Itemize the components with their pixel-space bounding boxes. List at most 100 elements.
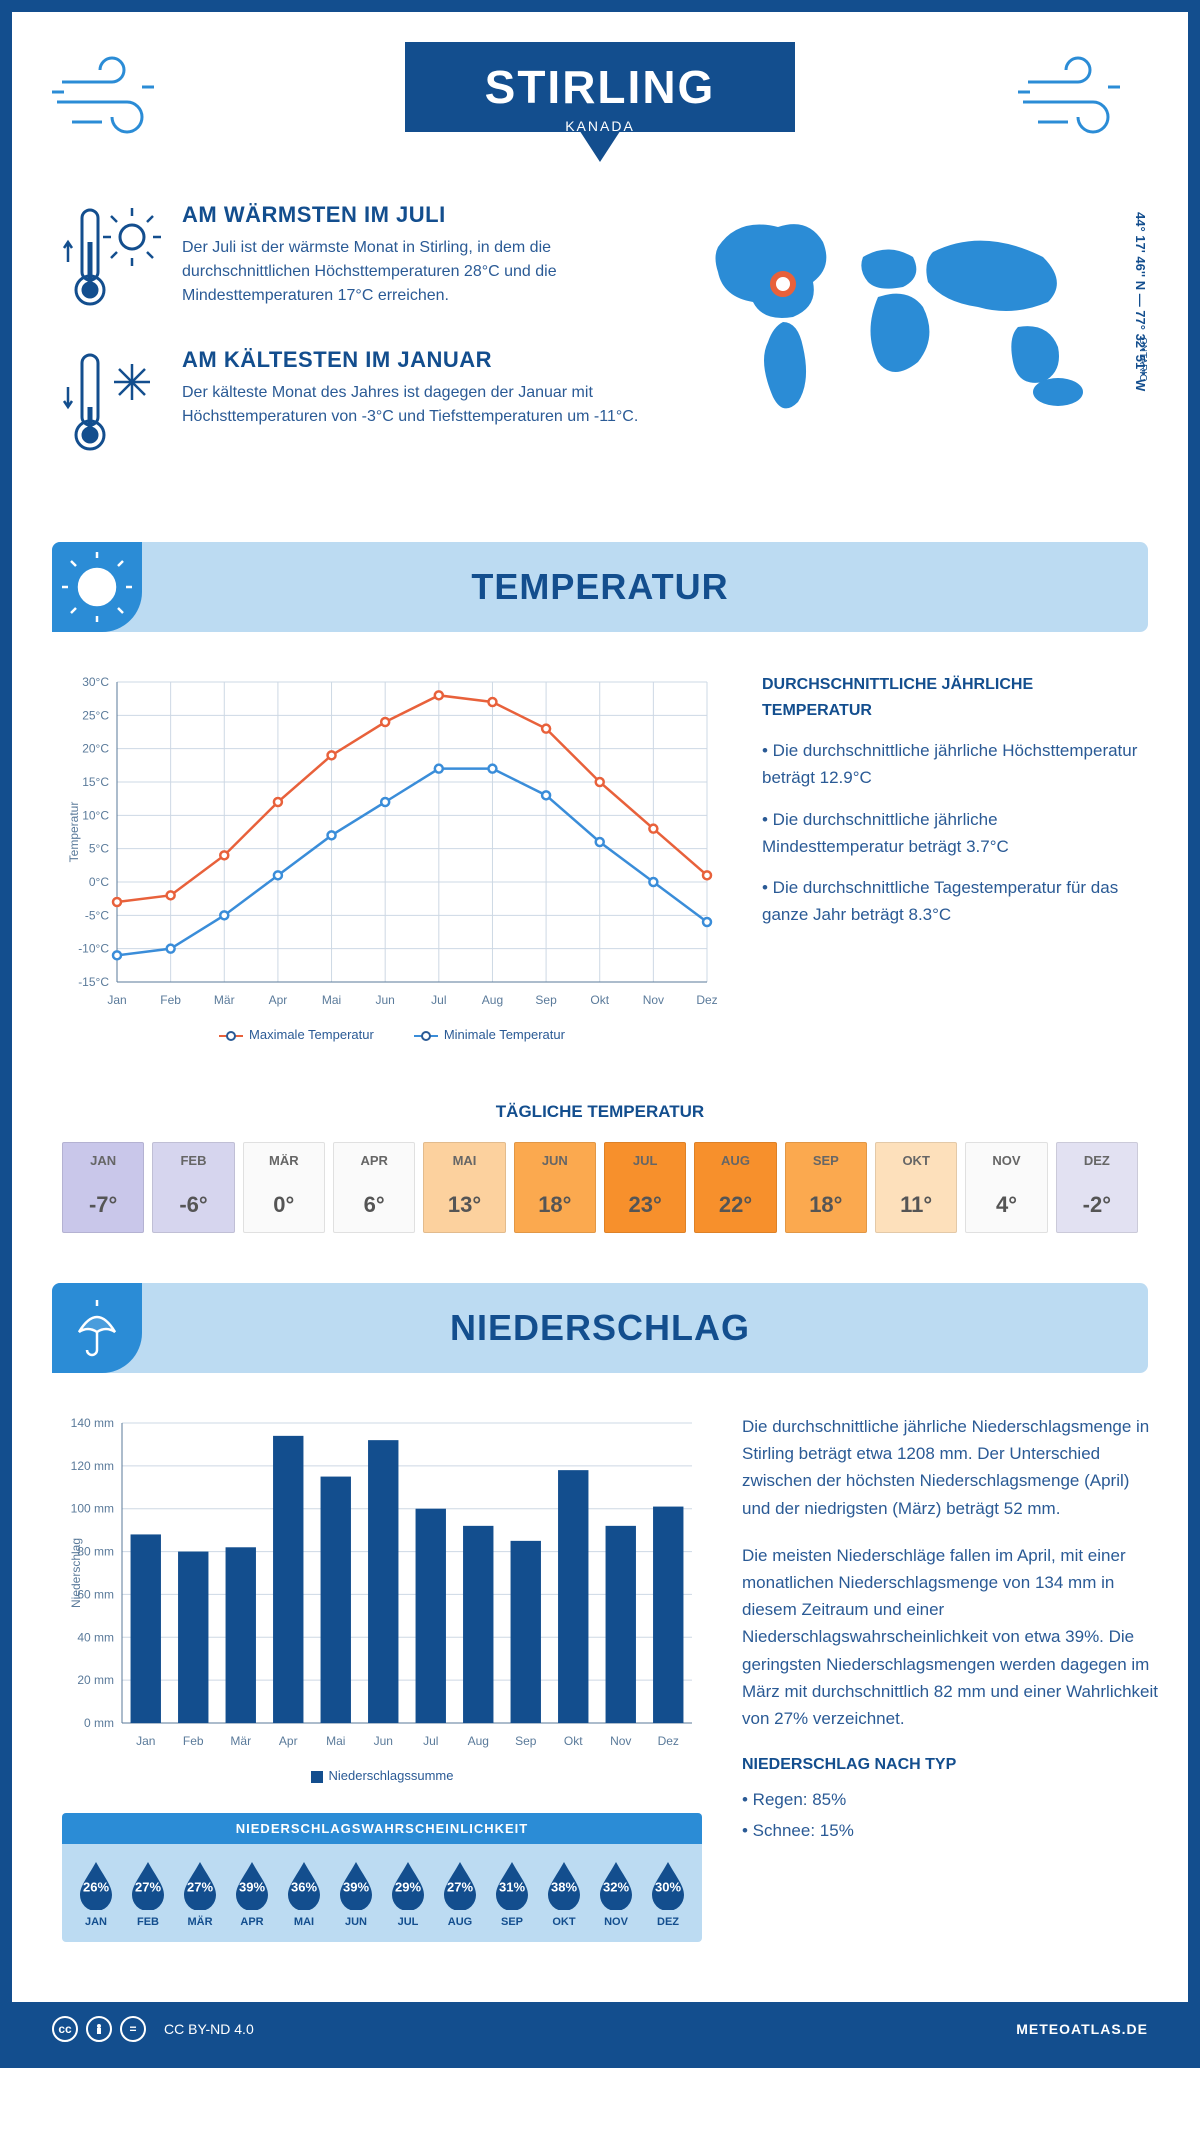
svg-text:-10°C: -10°C — [78, 942, 109, 956]
prob-title: NIEDERSCHLAGSWAHRSCHEINLICHKEIT — [62, 1813, 702, 1844]
legend-max: Maximale Temperatur — [249, 1027, 374, 1042]
svg-text:Aug: Aug — [468, 1734, 489, 1748]
svg-text:Temperatur: Temperatur — [67, 802, 81, 863]
svg-text:40 mm: 40 mm — [77, 1630, 114, 1644]
temp-aside: DURCHSCHNITTLICHE JÄHRLICHE TEMPERATUR •… — [762, 672, 1142, 1042]
world-map: 44° 17' 46'' N — 77° 32' 51'' W ONTARIO — [688, 202, 1138, 492]
daily-cell: DEZ-2° — [1056, 1142, 1138, 1233]
svg-text:Mär: Mär — [230, 1734, 251, 1748]
legend-min: Minimale Temperatur — [444, 1027, 565, 1042]
svg-text:Okt: Okt — [590, 993, 609, 1007]
temperature-chart: -15°C-10°C-5°C0°C5°C10°C15°C20°C25°C30°C… — [62, 672, 722, 1042]
prob-cell: 27%MÄR — [174, 1858, 226, 1928]
warmest-block: AM WÄRMSTEN IM JULI Der Juli ist der wär… — [62, 202, 648, 317]
svg-text:Feb: Feb — [160, 993, 181, 1007]
daily-cell: NOV4° — [965, 1142, 1047, 1233]
svg-text:Jan: Jan — [136, 1734, 155, 1748]
svg-text:Jul: Jul — [431, 993, 446, 1007]
svg-text:Jul: Jul — [423, 1734, 438, 1748]
daily-cell: SEP18° — [785, 1142, 867, 1233]
coldest-title: AM KÄLTESTEN IM JANUAR — [182, 347, 648, 373]
region-label: ONTARIO — [1137, 337, 1148, 382]
svg-text:Mär: Mär — [214, 993, 235, 1007]
precipitation-chart: 0 mm20 mm40 mm60 mm80 mm100 mm120 mm140 … — [62, 1413, 702, 1753]
cc-icon: cc — [52, 2016, 78, 2042]
daily-cell: OKT11° — [875, 1142, 957, 1233]
precip-legend: Niederschlagssumme — [62, 1768, 702, 1783]
prob-grid: 26%JAN27%FEB27%MÄR39%APR36%MAI39%JUN29%J… — [62, 1844, 702, 1942]
daily-cell: AUG22° — [694, 1142, 776, 1233]
license-block: cc = CC BY-ND 4.0 — [52, 2016, 254, 2042]
coldest-text: Der kälteste Monat des Jahres ist dagege… — [182, 381, 648, 429]
precip-type-title: NIEDERSCHLAG NACH TYP — [742, 1752, 1162, 1778]
wind-icon — [1018, 52, 1148, 142]
prob-cell: 26%JAN — [70, 1858, 122, 1928]
temp-section-title: TEMPERATUR — [471, 566, 728, 608]
prob-cell: 27%AUG — [434, 1858, 486, 1928]
prob-cell: 38%OKT — [538, 1858, 590, 1928]
svg-text:Dez: Dez — [658, 1734, 679, 1748]
svg-text:Mai: Mai — [326, 1734, 345, 1748]
prob-cell: 39%APR — [226, 1858, 278, 1928]
svg-text:20°C: 20°C — [82, 742, 109, 756]
svg-text:Sep: Sep — [535, 993, 557, 1007]
temp-aside-b1: • Die durchschnittliche jährliche Höchst… — [762, 737, 1142, 791]
thermometer-cold-icon — [62, 347, 162, 457]
header: STIRLING KANADA — [12, 12, 1188, 192]
umbrella-icon — [52, 1283, 142, 1373]
prob-cell: 39%JUN — [330, 1858, 382, 1928]
temp-aside-title: DURCHSCHNITTLICHE JÄHRLICHE TEMPERATUR — [762, 672, 1142, 723]
svg-text:Mai: Mai — [322, 993, 341, 1007]
svg-text:20 mm: 20 mm — [77, 1673, 114, 1687]
daily-cell: FEB-6° — [152, 1142, 234, 1233]
temp-aside-b2: • Die durchschnittliche jährliche Mindes… — [762, 806, 1142, 860]
svg-text:Okt: Okt — [564, 1734, 583, 1748]
precip-legend-label: Niederschlagssumme — [329, 1768, 454, 1783]
city-name: STIRLING — [485, 60, 716, 114]
wind-icon — [52, 52, 182, 142]
intro-row: AM WÄRMSTEN IM JULI Der Juli ist der wär… — [12, 192, 1188, 522]
daily-cell: MAI13° — [423, 1142, 505, 1233]
svg-text:Aug: Aug — [482, 993, 503, 1007]
svg-text:Niederschlag: Niederschlag — [69, 1538, 83, 1608]
daily-cell: APR6° — [333, 1142, 415, 1233]
precip-aside: Die durchschnittliche jährliche Niedersc… — [742, 1413, 1162, 1942]
prob-cell: 30%DEZ — [642, 1858, 694, 1928]
precip-p1: Die durchschnittliche jährliche Niedersc… — [742, 1413, 1162, 1522]
svg-text:-5°C: -5°C — [85, 908, 109, 922]
warmest-text: Der Juli ist der wärmste Monat in Stirli… — [182, 236, 648, 308]
svg-text:100 mm: 100 mm — [71, 1502, 114, 1516]
prob-cell: 31%SEP — [486, 1858, 538, 1928]
svg-text:-15°C: -15°C — [78, 975, 109, 989]
svg-text:0 mm: 0 mm — [84, 1716, 114, 1730]
svg-text:Jan: Jan — [107, 993, 126, 1007]
site-name: METEOATLAS.DE — [1016, 2021, 1148, 2037]
sun-icon — [52, 542, 142, 632]
svg-text:25°C: 25°C — [82, 708, 109, 722]
svg-text:Apr: Apr — [269, 993, 288, 1007]
svg-text:Sep: Sep — [515, 1734, 537, 1748]
svg-text:5°C: 5°C — [89, 842, 109, 856]
precip-type-2: • Schnee: 15% — [742, 1817, 1162, 1844]
prob-cell: 32%NOV — [590, 1858, 642, 1928]
svg-text:Nov: Nov — [643, 993, 664, 1007]
thermometer-hot-icon — [62, 202, 162, 312]
temp-aside-b3: • Die durchschnittliche Tagestemperatur … — [762, 874, 1142, 928]
prob-cell: 36%MAI — [278, 1858, 330, 1928]
warmest-title: AM WÄRMSTEN IM JULI — [182, 202, 648, 228]
svg-text:15°C: 15°C — [82, 775, 109, 789]
svg-text:140 mm: 140 mm — [71, 1416, 114, 1430]
daily-cell: MÄR0° — [243, 1142, 325, 1233]
temp-legend: Maximale Temperatur Minimale Temperatur — [62, 1027, 722, 1042]
coldest-block: AM KÄLTESTEN IM JANUAR Der kälteste Mona… — [62, 347, 648, 462]
daily-cell: JUN18° — [514, 1142, 596, 1233]
precip-p2: Die meisten Niederschläge fallen im Apri… — [742, 1542, 1162, 1732]
precip-section-title: NIEDERSCHLAG — [450, 1307, 750, 1349]
precip-band: NIEDERSCHLAG — [52, 1283, 1148, 1373]
prob-cell: 27%FEB — [122, 1858, 174, 1928]
svg-text:Feb: Feb — [183, 1734, 204, 1748]
precip-type-1: • Regen: 85% — [742, 1786, 1162, 1813]
by-icon — [86, 2016, 112, 2042]
daily-temp-title: TÄGLICHE TEMPERATUR — [12, 1102, 1188, 1122]
daily-cell: JUL23° — [604, 1142, 686, 1233]
